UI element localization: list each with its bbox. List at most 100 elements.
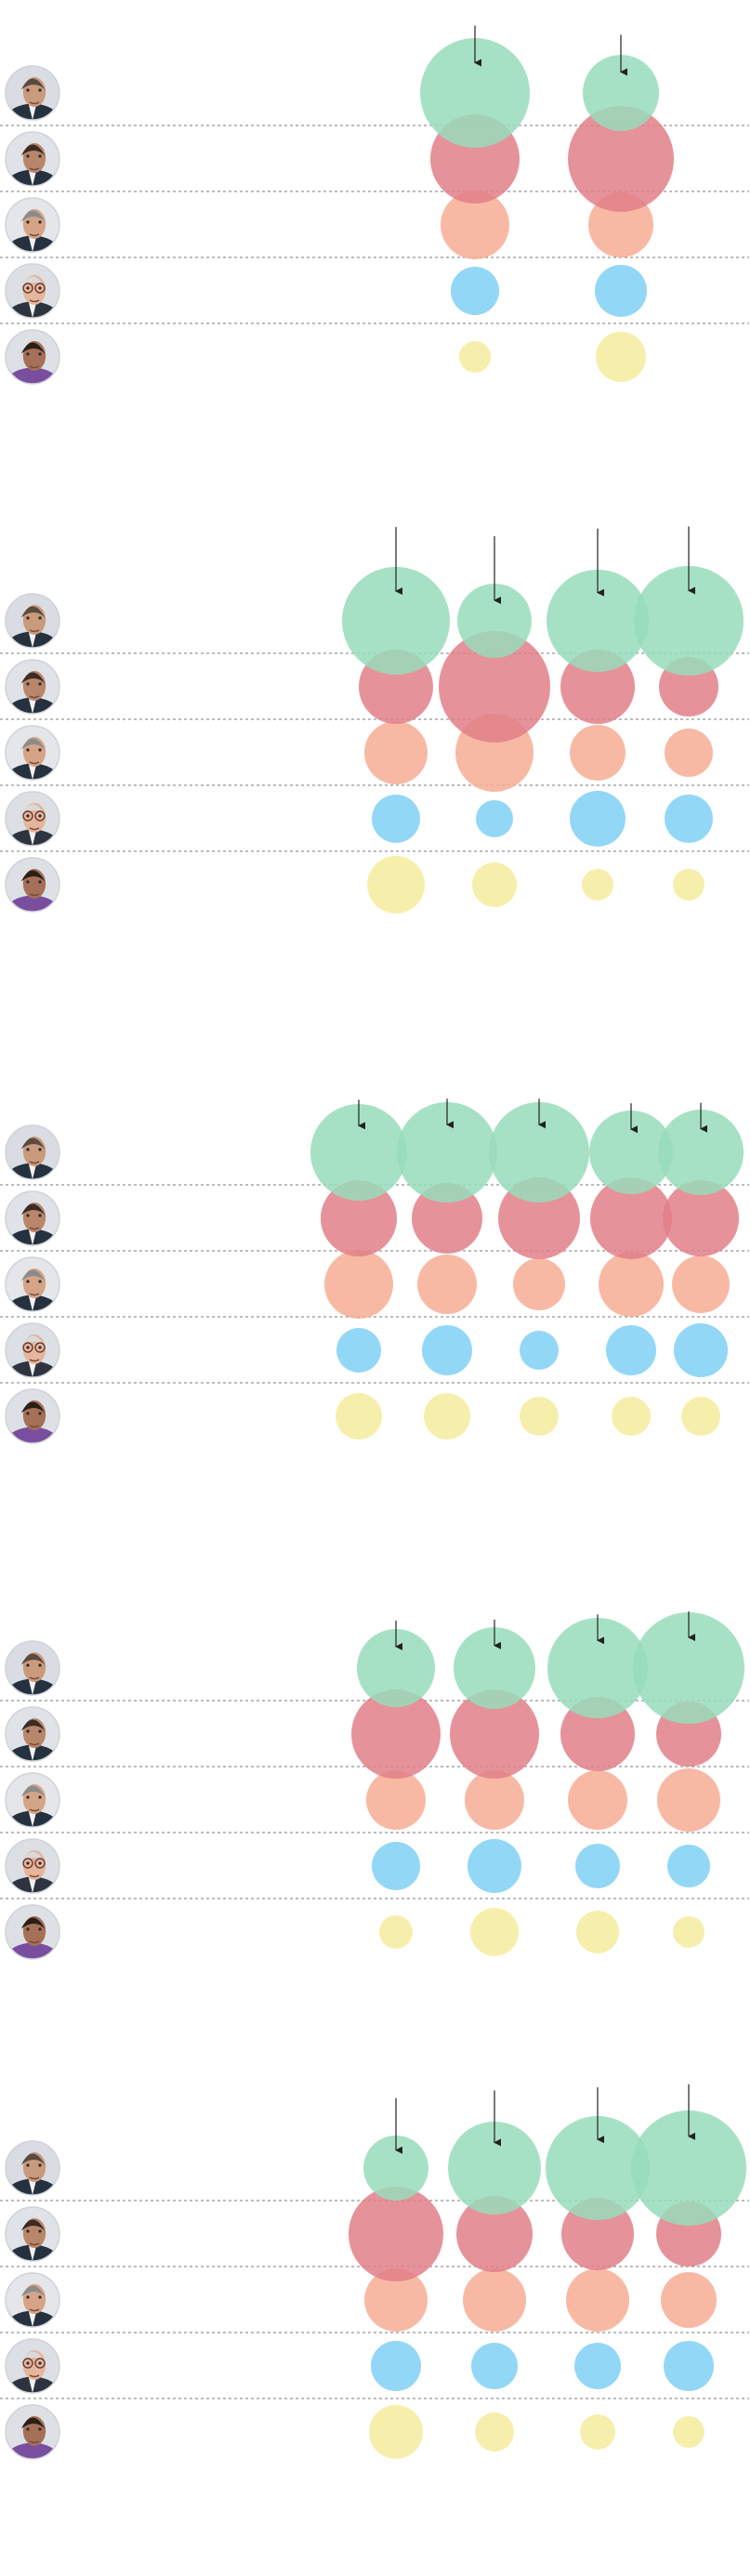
photo-border [5,329,60,385]
bubble-row-1-col-4 [633,1612,744,1724]
bubble-row-3-col-3 [568,1770,627,1830]
bubble-row-2-col-1 [349,2187,443,2281]
chart-panel-2 [0,526,749,913]
candidate-5-face-icon [6,1905,59,1959]
bubble-row-1-col-2 [454,1627,535,1709]
photo-border [5,1256,60,1312]
candidate-1-face-icon [6,594,59,648]
bubble-row-2-col-3 [560,1697,635,1771]
candidate-photo-row-5 [5,329,60,385]
candidate-photo-row-4 [5,263,60,319]
bubble-row-1-col-3 [489,1102,589,1203]
bubble-row-5-col-4 [673,869,705,900]
candidate-photo-row-3 [5,197,60,253]
chart-panel-3 [0,1098,749,1444]
photo-border [5,1322,60,1378]
bubble-row-4-col-5 [674,1323,728,1377]
candidate-3-face-icon [6,198,59,252]
bubble-row-4-col-4 [664,2341,714,2391]
candidate-photo-row-4 [5,1322,60,1378]
candidate-3-face-icon [6,1773,59,1827]
candidate-photo-row-2 [5,131,60,187]
bubble-row-5-col-1 [367,856,425,913]
bubble-row-5-col-3 [580,2414,615,2450]
candidate-5-face-icon [6,330,59,384]
bubble-row-1-col-1 [363,2136,428,2201]
candidate-1-face-icon [6,1125,59,1179]
bubble-row-3-col-4 [599,1252,664,1317]
bubble-row-4-col-1 [371,2341,421,2391]
candidate-photo-row-2 [5,2206,60,2262]
candidate-1-face-icon [6,66,59,120]
candidate-2-face-icon [6,1707,59,1761]
candidate-photo-row-2 [5,659,60,715]
photo-border [5,857,60,913]
candidate-4-face-icon [6,2339,59,2393]
candidate-photo-row-5 [5,857,60,913]
candidate-photo-row-5 [5,1904,60,1960]
bubble-row-1-col-3 [547,1618,648,1718]
photo-border [5,1388,60,1444]
candidate-photo-row-1 [5,1124,60,1180]
bubble-row-4-col-2 [468,1839,521,1893]
photo-border [5,1640,60,1696]
bubble-row-5-col-3 [582,869,613,900]
photo-border [5,263,60,319]
photo-border [5,791,60,847]
candidate-4-face-icon [6,1323,59,1377]
candidate-5-face-icon [6,1389,59,1443]
photo-border [5,197,60,253]
bubble-row-4-col-1 [336,1328,381,1373]
bubble-row-4-col-2 [471,2343,518,2389]
candidate-5-face-icon [6,2405,59,2459]
bubble-row-2-col-4 [590,1177,672,1259]
bubble-row-3-col-1 [441,191,509,259]
bubble-row-5-col-1 [369,2405,423,2459]
bubble-row-4-col-2 [595,265,647,317]
bubble-row-4-col-2 [422,1325,472,1375]
photo-border [5,1124,60,1180]
bubble-row-3-col-3 [566,2268,629,2332]
chart-panel-5 [0,2083,749,2460]
bubble-row-5-col-2 [596,332,646,382]
candidate-photo-row-3 [5,2272,60,2328]
candidate-2-face-icon [6,132,59,186]
bubble-row-5-col-2 [470,1908,519,1956]
bubble-row-3-col-1 [364,721,428,784]
bubble-row-2-col-2 [450,1689,539,1779]
bubble-row-1-col-3 [546,2116,650,2220]
bubble-row-2-col-2 [439,631,550,743]
bubble-row-1-col-2 [457,584,532,658]
bubble-row-3-col-4 [661,2272,717,2328]
bubble-row-5-col-1 [459,341,491,373]
candidate-photo-row-1 [5,1640,60,1696]
bubble-row-3-col-3 [513,1258,565,1310]
bubble-row-2-col-2 [412,1183,482,1254]
bubble-row-1-col-4 [589,1111,673,1194]
bubble-row-1-col-1 [420,38,530,148]
candidate-photo-row-1 [5,593,60,649]
bubble-row-4-col-3 [575,1844,620,1888]
candidate-photo-row-3 [5,1256,60,1312]
bubble-row-4-col-1 [451,267,499,315]
photo-border [5,131,60,187]
bubble-row-5-col-1 [336,1393,382,1439]
candidate-4-face-icon [6,792,59,846]
bubble-row-5-col-2 [475,2412,514,2451]
bubble-row-4-col-3 [574,2343,621,2389]
bubble-row-3-col-1 [324,1250,393,1319]
photo-border [5,2404,60,2460]
bubble-row-4-col-1 [372,1842,420,1890]
bubble-row-4-col-3 [520,1331,559,1370]
bubble-row-2-col-1 [321,1180,397,1256]
bubble-row-1-col-1 [310,1104,407,1201]
candidate-photo-row-5 [5,1388,60,1444]
bubble-row-2-col-2 [456,2196,533,2272]
bubble-row-2-col-5 [663,1180,739,1256]
photo-border [5,2206,60,2262]
candidate-4-face-icon [6,1839,59,1893]
bubble-row-1-col-1 [342,567,450,675]
bubble-row-1-col-2 [583,55,659,131]
candidate-3-face-icon [6,726,59,780]
bubble-row-4-col-1 [372,795,420,843]
